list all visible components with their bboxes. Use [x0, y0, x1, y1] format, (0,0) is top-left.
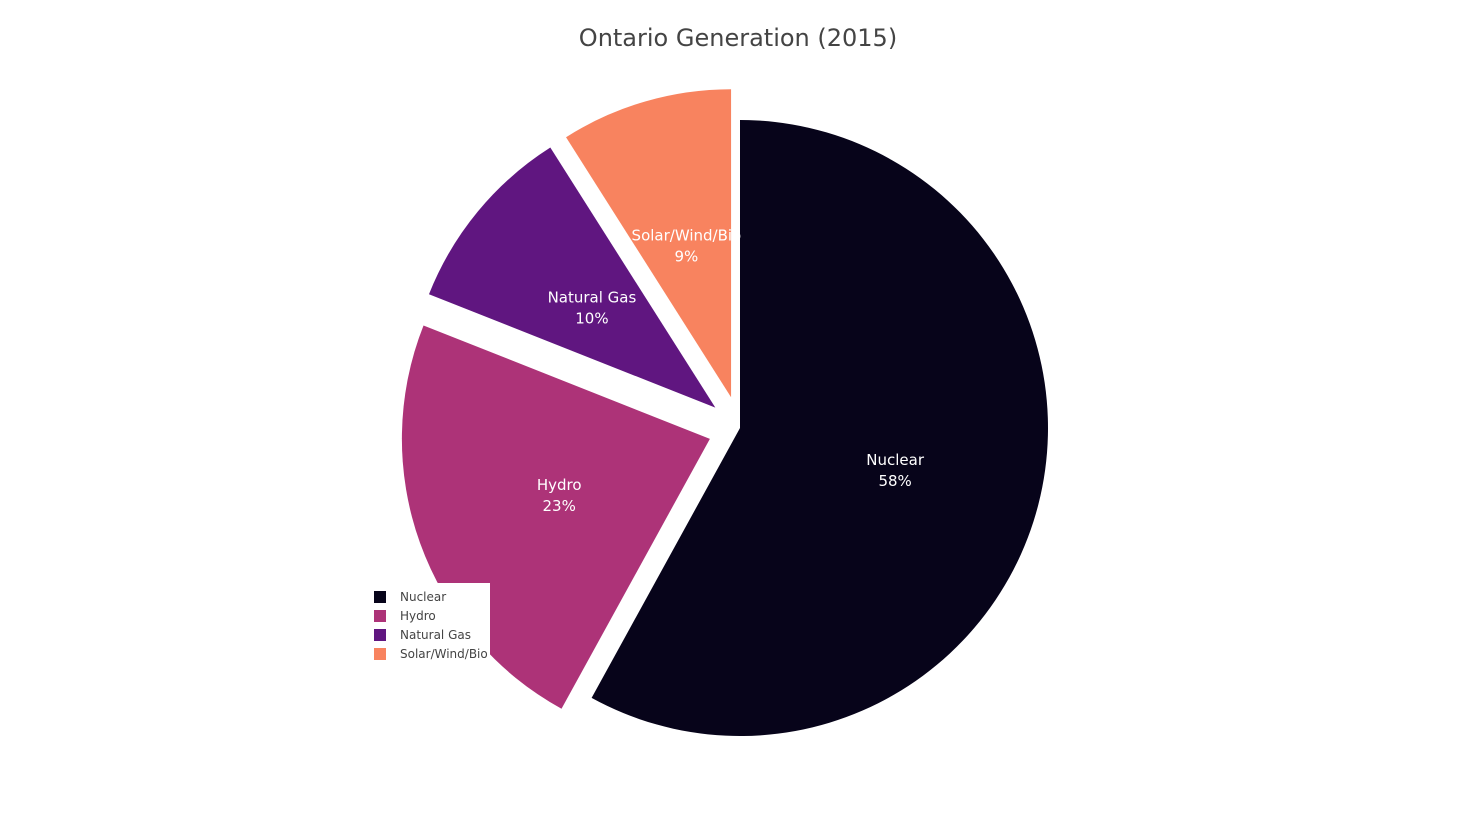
- slice-label-hydro: Hydro: [537, 476, 582, 494]
- legend-swatch-nuclear: [374, 590, 386, 603]
- pie-slice-natural-gas[interactable]: [428, 147, 716, 408]
- pie-slice-labels: Nuclear 58% Hydro 23% Natural Gas 10% Solar/Wi…: [537, 226, 925, 515]
- legend-swatch-hydro: [374, 609, 386, 622]
- legend-label-hydro: Hydro: [400, 608, 436, 623]
- legend-swatch-natural-gas: [374, 628, 386, 641]
- slice-label-nuclear: Nuclear: [866, 451, 925, 469]
- legend-label-solar-wind-bio: Solar/Wind/Bio: [400, 646, 488, 661]
- legend-item-solar-wind-bio[interactable]: Solar/Wind/Bio: [368, 644, 490, 663]
- slice-percent-solar-wind-bio: 9%: [674, 247, 698, 265]
- slice-percent-hydro: 23%: [543, 497, 576, 515]
- slice-percent-nuclear: 58%: [878, 472, 911, 490]
- legend-item-nuclear[interactable]: Nuclear: [368, 587, 490, 606]
- pie-slices: [401, 89, 1048, 736]
- slice-label-solar-wind-bio: Solar/Wind/Bio: [632, 226, 742, 244]
- chart-title: Ontario Generation (2015): [578, 24, 898, 52]
- pie-slice-nuclear[interactable]: [591, 120, 1048, 736]
- legend-swatch-solar-wind-bio: [374, 647, 386, 660]
- legend-label-natural-gas: Natural Gas: [400, 627, 471, 642]
- slice-label-natural-gas: Natural Gas: [548, 289, 637, 307]
- legend-item-natural-gas[interactable]: Natural Gas: [368, 625, 490, 644]
- slice-percent-natural-gas: 10%: [575, 310, 608, 328]
- legend-label-nuclear: Nuclear: [400, 589, 447, 604]
- legend: Nuclear Hydro Natural Gas Solar/Wind/Bio: [368, 583, 490, 669]
- legend-item-hydro[interactable]: Hydro: [368, 606, 490, 625]
- pie-slice-solar-wind-bio[interactable]: [566, 89, 732, 398]
